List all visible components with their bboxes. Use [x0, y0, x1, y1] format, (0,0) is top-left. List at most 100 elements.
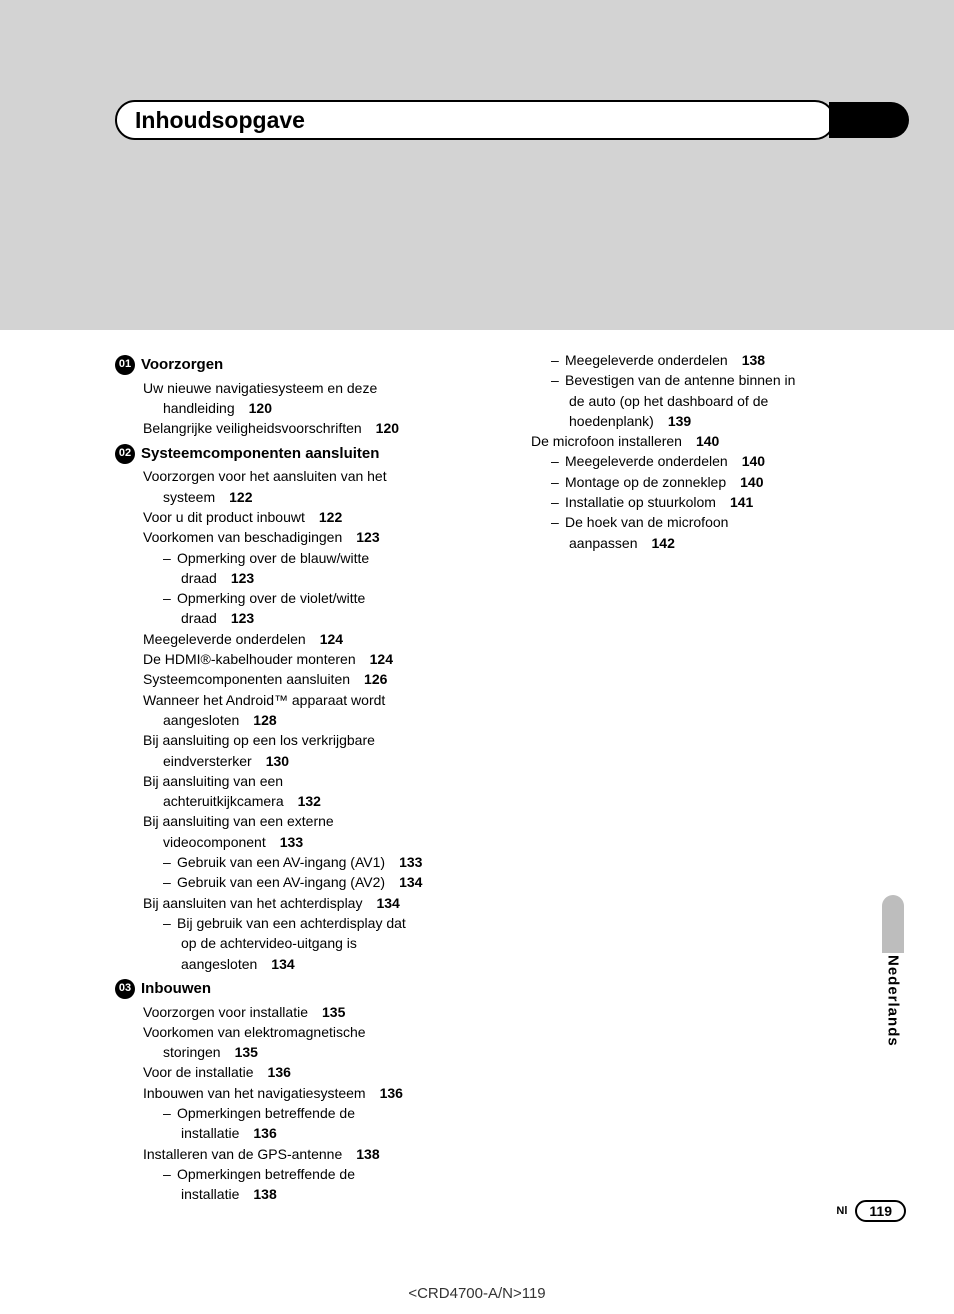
- header-gray-block: Inhoudsopgave: [0, 0, 954, 330]
- toc-entry: Inbouwen van het navigatiesysteem136: [143, 1083, 492, 1103]
- page-ref: 128: [253, 712, 276, 728]
- page-ref: 123: [356, 529, 379, 545]
- toc-subentry: –Bij gebruik van een achterdisplay dat: [163, 913, 492, 933]
- page-ref: 140: [696, 433, 719, 449]
- page-ref: 123: [231, 610, 254, 626]
- page-ref: 133: [399, 854, 422, 870]
- toc-subentry: –Gebruik van een AV-ingang (AV1)133: [163, 852, 492, 872]
- footer-language: Nl: [836, 1205, 847, 1217]
- toc-entry: Installeren van de GPS-antenne138: [143, 1144, 492, 1164]
- section-title: Inbouwen: [141, 978, 211, 1000]
- page-ref: 136: [380, 1085, 403, 1101]
- page-ref: 122: [319, 509, 342, 525]
- toc-content: 01 Voorzorgen Uw nieuwe navigatiesysteem…: [0, 330, 954, 1225]
- page-ref: 133: [280, 834, 303, 850]
- toc-subentry: –Opmerkingen betreffende de: [163, 1103, 492, 1123]
- page-ref: 122: [229, 489, 252, 505]
- toc-subentry-cont: draad123: [181, 608, 492, 628]
- toc-entry: Bij aansluiting op een los verkrijgbare: [143, 730, 492, 750]
- toc-entry: Bij aansluiting van een: [143, 771, 492, 791]
- page-number-oval: 119: [855, 1200, 906, 1222]
- right-column: –Meegeleverde onderdelen138–Bevestigen v…: [512, 350, 904, 1205]
- page-ref: 134: [376, 895, 399, 911]
- toc-entry: Systeemcomponenten aansluiten126: [143, 669, 492, 689]
- toc-entry-cont: storingen135: [163, 1042, 492, 1062]
- page-footer: Nl 119: [836, 1200, 906, 1222]
- section-header: 02 Systeemcomponenten aansluiten: [115, 443, 492, 465]
- toc-entry-cont: achteruitkijkcamera132: [163, 791, 492, 811]
- section-number-icon: 03: [115, 979, 135, 999]
- page-ref: 134: [399, 874, 422, 890]
- page-ref: 142: [652, 535, 675, 551]
- toc-entry: Belangrijke veiligheidsvoorschriften120: [143, 418, 492, 438]
- toc-entry-cont: eindversterker130: [163, 751, 492, 771]
- toc-subentry: –Meegeleverde onderdelen138: [551, 350, 904, 370]
- toc-entry-cont: handleiding120: [163, 398, 492, 418]
- page-ref: 123: [231, 570, 254, 586]
- page-ref: 136: [268, 1064, 291, 1080]
- toc-subentry-cont: de auto (op het dashboard of de: [569, 391, 904, 411]
- page-ref: 135: [322, 1004, 345, 1020]
- section-title: Systeemcomponenten aansluiten: [141, 443, 379, 465]
- toc-subentry-cont: installatie136: [181, 1123, 492, 1143]
- toc-entry: Bij aansluiten van het achterdisplay134: [143, 893, 492, 913]
- toc-entry: Voorkomen van beschadigingen123: [143, 527, 492, 547]
- toc-entry-cont: aangesloten128: [163, 710, 492, 730]
- page-ref: 124: [320, 631, 343, 647]
- toc-subentry-cont: op de achtervideo-uitgang is: [181, 933, 492, 953]
- toc-entry: Voorkomen van elektromagnetische: [143, 1022, 492, 1042]
- toc-subentry: –Installatie op stuurkolom141: [551, 492, 904, 512]
- toc-subentry: –Gebruik van een AV-ingang (AV2)134: [163, 872, 492, 892]
- page-ref: 140: [740, 474, 763, 490]
- toc-subentry: –Opmerking over de violet/witte: [163, 588, 492, 608]
- side-tab-handle: [882, 895, 904, 953]
- page-ref: 138: [356, 1146, 379, 1162]
- toc-subentry: –Opmerkingen betreffende de: [163, 1164, 492, 1184]
- toc-entry: De microfoon installeren140: [531, 431, 904, 451]
- page-ref: 140: [742, 453, 765, 469]
- toc-entry: Meegeleverde onderdelen124: [143, 629, 492, 649]
- page-ref: 134: [271, 956, 294, 972]
- toc-entry: Voorzorgen voor installatie135: [143, 1002, 492, 1022]
- toc-entry-cont: videocomponent133: [163, 832, 492, 852]
- language-label: Nederlands: [885, 955, 902, 1047]
- page-ref: 135: [235, 1044, 258, 1060]
- page-ref: 138: [253, 1186, 276, 1202]
- toc-subentry: –Montage op de zonneklep140: [551, 472, 904, 492]
- toc-entry: Voor u dit product inbouwt122: [143, 507, 492, 527]
- section-number-icon: 01: [115, 355, 135, 375]
- toc-subentry: –Opmerking over de blauw/witte: [163, 548, 492, 568]
- document-reference: <CRD4700-A/N>119: [0, 1285, 954, 1314]
- page-ref: 120: [249, 400, 272, 416]
- toc-subentry-cont: hoedenplank)139: [569, 411, 904, 431]
- toc-entry: Voor de installatie136: [143, 1062, 492, 1082]
- page-ref: 139: [668, 413, 691, 429]
- page-ref: 141: [730, 494, 753, 510]
- toc-subentry-cont: draad123: [181, 568, 492, 588]
- page-ref: 120: [376, 420, 399, 436]
- section-number-icon: 02: [115, 444, 135, 464]
- toc-entry: Uw nieuwe navigatiesysteem en deze: [143, 378, 492, 398]
- toc-subentry-cont: installatie138: [181, 1184, 492, 1204]
- toc-entry: Bij aansluiting van een externe: [143, 811, 492, 831]
- left-column: 01 Voorzorgen Uw nieuwe navigatiesysteem…: [115, 350, 512, 1205]
- black-tab: [829, 102, 909, 138]
- toc-subentry: –De hoek van de microfoon: [551, 512, 904, 532]
- toc-subentry-cont: aanpassen142: [569, 533, 904, 553]
- section-header: 03 Inbouwen: [115, 978, 492, 1000]
- page-ref: 130: [266, 753, 289, 769]
- page-ref: 138: [742, 352, 765, 368]
- page-title: Inhoudsopgave: [135, 107, 305, 134]
- page-ref: 126: [364, 671, 387, 687]
- title-bar: Inhoudsopgave: [115, 100, 909, 140]
- section-header: 01 Voorzorgen: [115, 354, 492, 376]
- page-ref: 124: [370, 651, 393, 667]
- section-title: Voorzorgen: [141, 354, 223, 376]
- title-pill: Inhoudsopgave: [115, 100, 835, 140]
- page-ref: 132: [298, 793, 321, 809]
- toc-entry: Wanneer het Android™ apparaat wordt: [143, 690, 492, 710]
- toc-subentry-cont: aangesloten134: [181, 954, 492, 974]
- page-ref: 136: [253, 1125, 276, 1141]
- language-side-tab: Nederlands: [882, 895, 904, 1047]
- toc-subentry: –Meegeleverde onderdelen140: [551, 451, 904, 471]
